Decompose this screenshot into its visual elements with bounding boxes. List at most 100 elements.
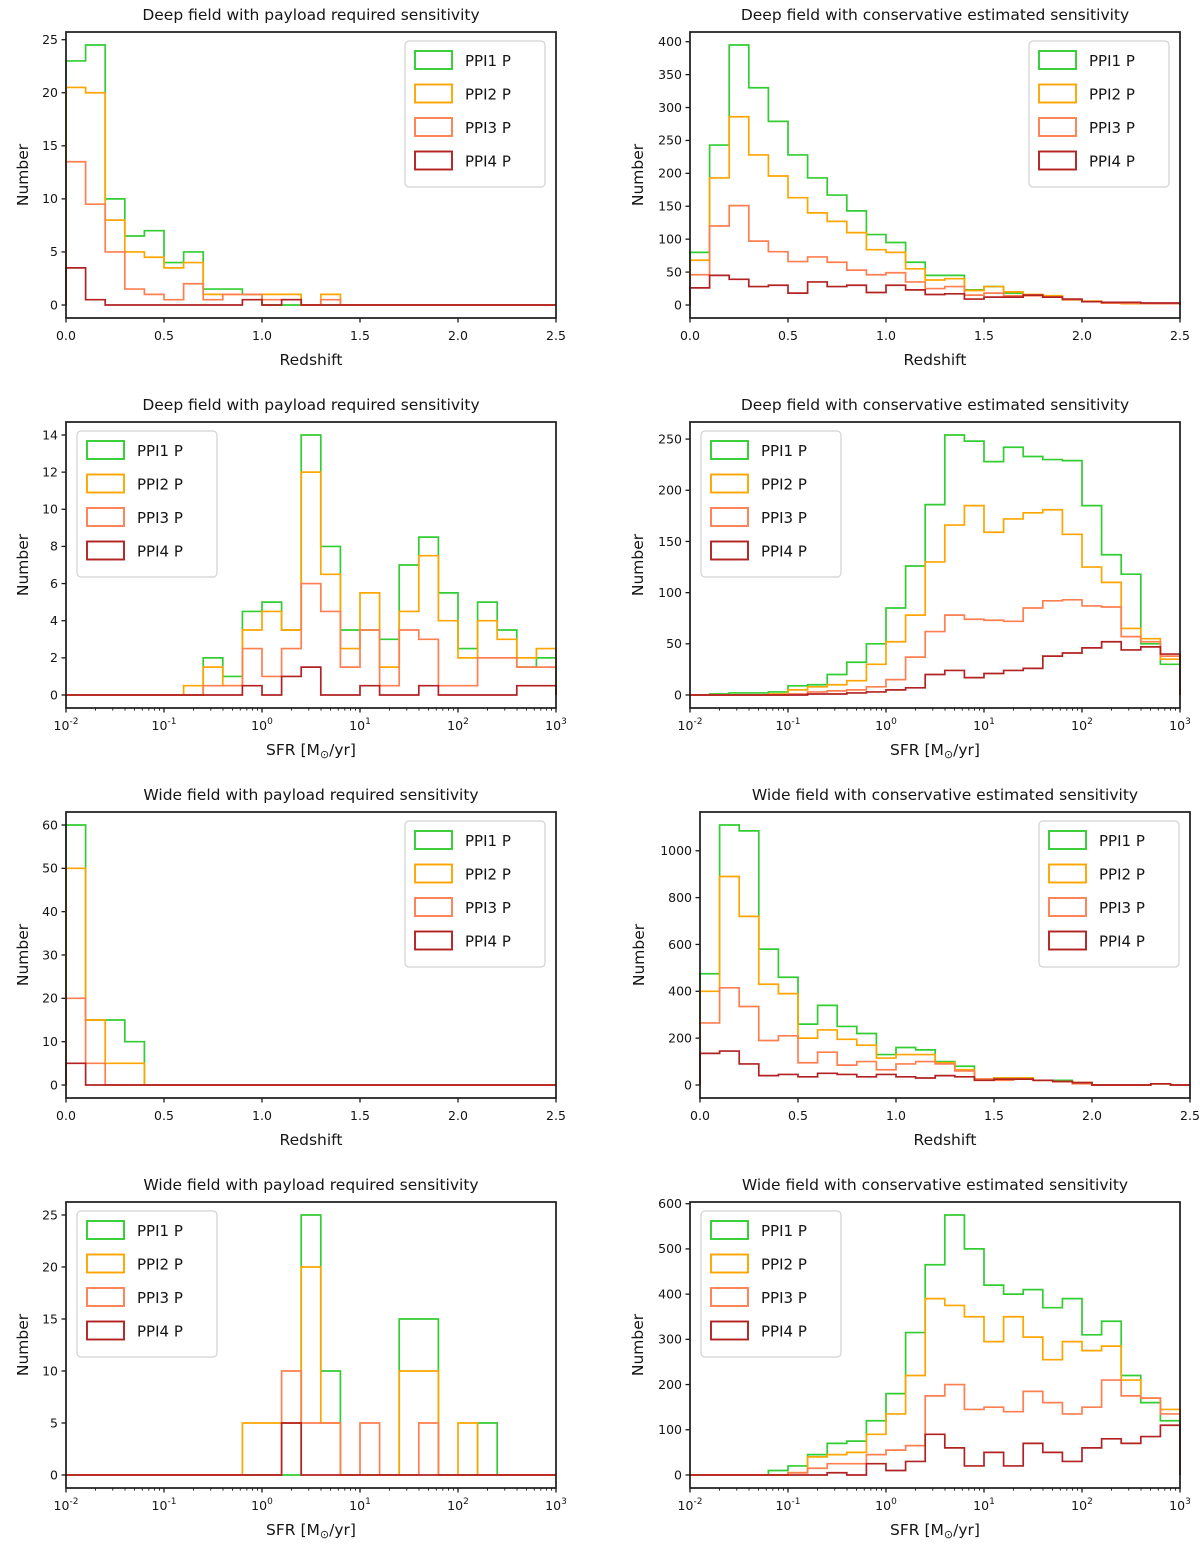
y-tick-label: 100 [658, 1422, 682, 1437]
y-tick-label: 50 [42, 861, 58, 876]
legend-label: PPI2 P [761, 1256, 807, 1274]
legend-box [1028, 40, 1170, 188]
legend-box [404, 40, 546, 188]
x-tick-label: 102 [1071, 717, 1093, 733]
legend-label: PPI1 P [137, 442, 183, 460]
x-tick-label: 101 [973, 717, 995, 733]
legend-label: PPI4 P [1099, 933, 1145, 951]
chart-canvas: 0 50 100 150 200 250 10-2 10-1 100 101 102 103 PPI1 … [600, 390, 1200, 780]
legend-swatch-ppi3-p [414, 897, 453, 917]
chart-canvas: 0 200 400 600 800 1000 0.0 0.5 1.0 1.5 2.0 2.5 PPI1 … [600, 780, 1200, 1170]
x-tick-label: 1.0 [252, 1108, 272, 1123]
axes-spines [689, 31, 1181, 319]
legend: PPI1 P PPI2 P PPI3 P PPI4 P [404, 40, 546, 188]
legend-label: PPI1 P [761, 1222, 807, 1240]
y-tick-label: 40 [42, 904, 58, 919]
x-tick-label: 0.5 [154, 1108, 174, 1123]
axes-spines [65, 421, 557, 709]
legend: PPI1 P PPI2 P PPI3 P PPI4 P [1028, 40, 1170, 188]
x-axis-label: Redshift [280, 1131, 343, 1149]
chart-title: Deep field with conservative estimated s… [741, 396, 1129, 414]
legend-label: PPI4 P [761, 1323, 807, 1341]
x-tick-label: 2.0 [448, 1108, 468, 1123]
legend-swatch-ppi1-p [1048, 830, 1087, 850]
series-curve-ppi2-p [690, 1297, 1181, 1476]
chart-title: Wide field with payload required sensiti… [143, 1176, 478, 1194]
y-tick-label: 100 [658, 231, 682, 246]
legend-swatch-ppi2-p [414, 83, 453, 104]
axes-spines [689, 421, 1181, 709]
axes-spines [65, 1201, 557, 1489]
y-tick-label: 200 [658, 166, 682, 181]
x-tick-label: 1.0 [252, 328, 272, 343]
chart-canvas: 0 5 10 15 20 25 0.0 0.5 1.0 1.5 2.0 2.5 PPI1 P PPI2 P… [0, 0, 600, 390]
x-axis-label: SFR [M⊙/yr] [266, 741, 356, 761]
chart-canvas: 0 5 10 15 20 25 10-2 10-1 100 101 102 103 PPI1 P PPI2… [0, 1170, 600, 1560]
y-tick-label: 0 [684, 1077, 692, 1092]
y-tick-label: 400 [658, 1286, 682, 1301]
y-tick-label: 4 [50, 613, 58, 628]
y-tick-label: 5 [50, 1415, 58, 1430]
x-tick-label: 0.5 [788, 1108, 808, 1123]
legend-label: PPI3 P [1099, 899, 1145, 917]
y-tick-label: 250 [658, 431, 682, 446]
x-tick-label: 103 [1169, 717, 1191, 733]
y-tick-label: 0 [674, 1467, 682, 1482]
y-tick-label: 300 [658, 1332, 682, 1347]
x-tick-label: 1.5 [350, 1108, 370, 1123]
x-tick-label: 0.0 [680, 328, 700, 343]
series-curve-ppi3-p [690, 1379, 1181, 1476]
legend-label: PPI3 P [137, 1289, 183, 1307]
legend-swatch-ppi1-p [1038, 50, 1077, 70]
x-tick-label: 103 [545, 1497, 567, 1513]
y-tick-label: 15 [42, 1311, 58, 1326]
x-tick-label: 103 [545, 717, 567, 733]
x-tick-label: 2.5 [546, 328, 566, 343]
y-tick-label: 400 [668, 984, 692, 999]
legend-swatch-ppi1-p [86, 1220, 125, 1240]
y-tick-label: 0 [50, 687, 58, 702]
y-tick-label: 50 [666, 264, 682, 279]
legend-swatch-ppi2-p [86, 473, 125, 494]
y-tick-label: 600 [668, 937, 692, 952]
x-tick-label: 10-1 [152, 1497, 177, 1513]
y-tick-label: 150 [658, 199, 682, 214]
y-axis-label: Number [14, 533, 32, 596]
legend-label: PPI2 P [1099, 866, 1145, 884]
chart-title: Deep field with payload required sensiti… [142, 6, 479, 24]
legend-box [700, 430, 842, 578]
x-tick-label: 103 [1169, 1497, 1191, 1513]
x-tick-label: 102 [1071, 1497, 1093, 1513]
y-tick-label: 200 [658, 483, 682, 498]
legend-swatch-ppi3-p [1038, 117, 1077, 137]
legend-swatch-ppi4-p [1048, 930, 1087, 951]
legend-box [76, 1210, 218, 1358]
y-tick-label: 25 [42, 32, 58, 47]
x-tick-label: 101 [973, 1497, 995, 1513]
x-tick-label: 102 [447, 717, 469, 733]
legend: PPI1 P PPI2 P PPI3 P PPI4 P [700, 1210, 842, 1358]
x-tick-label: 2.5 [1170, 328, 1190, 343]
legend: PPI1 P PPI2 P PPI3 P PPI4 P [76, 430, 218, 578]
subplot-deep-payload-redshift: 0 5 10 15 20 25 0.0 0.5 1.0 1.5 2.0 2.5 PPI1 P PPI2 P… [0, 0, 600, 390]
legend-label: PPI3 P [465, 119, 511, 137]
y-tick-label: 5 [50, 244, 58, 259]
series-curve-ppi1-p [690, 1214, 1181, 1476]
x-tick-label: 10-1 [776, 1497, 801, 1513]
x-tick-label: 0.0 [56, 1108, 76, 1123]
subplot-wide-payload-sfr: 0 5 10 15 20 25 10-2 10-1 100 101 102 103 PPI1 P PPI2… [0, 1170, 600, 1560]
y-axis-label: Number [14, 1313, 32, 1376]
chart-canvas: 0 50 100 150 200 250 300 350 400 0.0 0.5 1.0 1.5 2.0 2… [600, 0, 1200, 390]
x-tick-label: 2.5 [546, 1108, 566, 1123]
axes-spines [65, 31, 557, 319]
legend-label: PPI1 P [465, 52, 511, 70]
axes-spines [689, 1201, 1181, 1489]
legend-swatch-ppi1-p [414, 50, 453, 70]
series-curve-ppi4-p [66, 1422, 556, 1476]
y-tick-label: 1000 [660, 843, 692, 858]
legend-swatch-ppi4-p [414, 150, 453, 171]
legend-swatch-ppi1-p [710, 1220, 749, 1240]
